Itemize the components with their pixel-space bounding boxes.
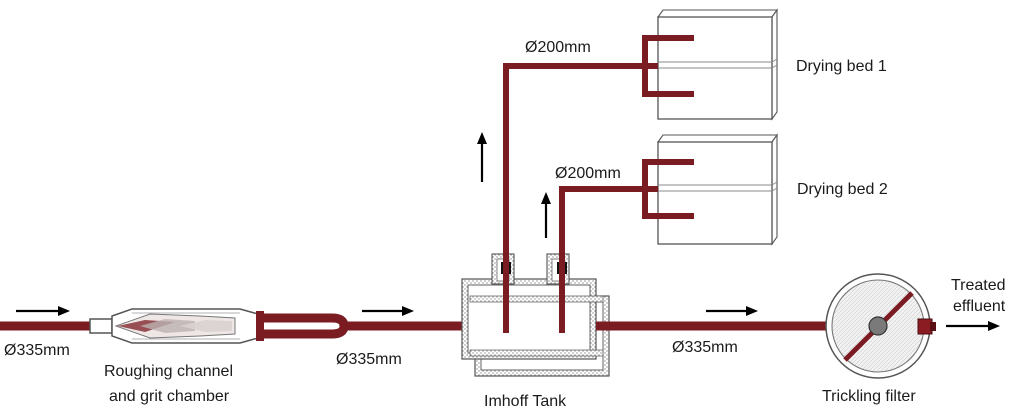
label-drying-bed-2: Drying bed 2 [797,181,888,198]
sludge-pipe-bed1 [503,63,645,260]
label-roughing-line1: Roughing channel [104,363,233,380]
imhoff-tank [461,253,610,377]
label-trickling-filter: Trickling filter [822,388,916,405]
arrow-effluent [946,321,1000,331]
roughing-channel-grit-chamber [89,308,349,344]
arrow-outlet [706,306,758,316]
label-pipe-bed2: Ø200mm [555,165,621,182]
drying-bed-1 [642,8,779,121]
label-imhoff-tank: Imhoff Tank [484,393,567,410]
sludge-pipe-bed2 [559,186,645,260]
arrow-up-bed2 [541,192,551,238]
label-roughing-line2: and grit chamber [109,388,230,405]
label-pipe-bed1: Ø200mm [525,39,591,56]
label-pipe-outlet: Ø335mm [672,339,738,356]
label-pipe-mid: Ø335mm [336,351,402,368]
label-treated-line2: effluent [953,298,1006,315]
trickling-filter [825,273,936,379]
drying-bed-2 [642,133,779,246]
arrow-inlet [16,306,70,316]
label-drying-bed-1: Drying bed 1 [796,58,887,75]
arrow-up-bed1 [477,132,487,182]
arrow-mid [362,306,414,316]
label-pipe-inlet: Ø335mm [4,342,70,359]
label-treated-line1: Treated [951,277,1006,294]
